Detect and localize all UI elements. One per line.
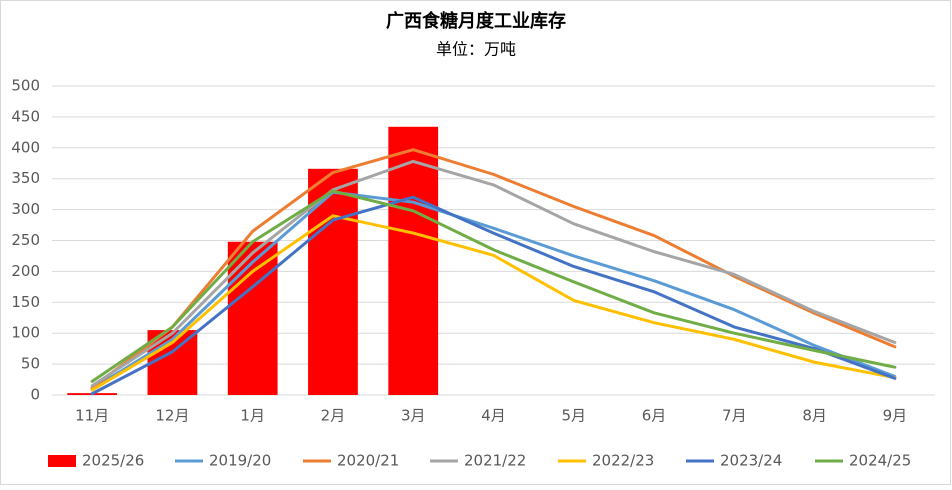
y-tick-label: 100 <box>11 324 40 342</box>
legend-label: 2020/21 <box>337 452 399 470</box>
line <box>90 148 897 390</box>
x-tick-label: 7月 <box>722 407 747 425</box>
y-tick-label: 50 <box>21 355 40 373</box>
x-tick-label: 1月 <box>240 407 265 425</box>
legend-label: 2022/23 <box>592 452 654 470</box>
x-tick-label: 5月 <box>561 407 586 425</box>
line <box>90 159 897 388</box>
line <box>90 190 897 391</box>
legend-swatch <box>48 455 76 467</box>
legend-label: 2024/25 <box>849 452 911 470</box>
x-tick-label: 4月 <box>481 407 506 425</box>
y-tick-label: 450 <box>11 107 40 125</box>
x-tick-label: 11月 <box>75 407 109 425</box>
line <box>90 214 897 392</box>
legend-label: 2023/24 <box>720 452 782 470</box>
bar <box>388 126 439 396</box>
x-tick-label: 8月 <box>802 407 827 425</box>
x-tick-label: 3月 <box>401 407 426 425</box>
bar <box>227 241 278 395</box>
line <box>90 189 897 383</box>
legend-label: 2025/26 <box>82 452 144 470</box>
y-tick-label: 500 <box>11 77 40 95</box>
y-tick-label: 0 <box>30 386 40 404</box>
line <box>90 195 897 396</box>
y-tick-label: 250 <box>11 231 40 249</box>
legend-label: 2019/20 <box>209 452 271 470</box>
x-tick-label: 9月 <box>883 407 908 425</box>
y-tick-label: 200 <box>11 262 40 280</box>
x-tick-label: 12月 <box>155 407 189 425</box>
legend-label: 2021/22 <box>464 452 526 470</box>
chart-subtitle: 单位：万吨 <box>436 40 516 59</box>
y-tick-label: 350 <box>11 169 40 187</box>
y-tick-label: 400 <box>11 138 40 156</box>
x-tick-label: 6月 <box>642 407 667 425</box>
chart-title: 广西食糖月度工业库存 <box>386 10 566 32</box>
y-tick-label: 300 <box>11 200 40 218</box>
y-tick-label: 150 <box>11 293 40 311</box>
x-tick-label: 2月 <box>321 407 346 425</box>
